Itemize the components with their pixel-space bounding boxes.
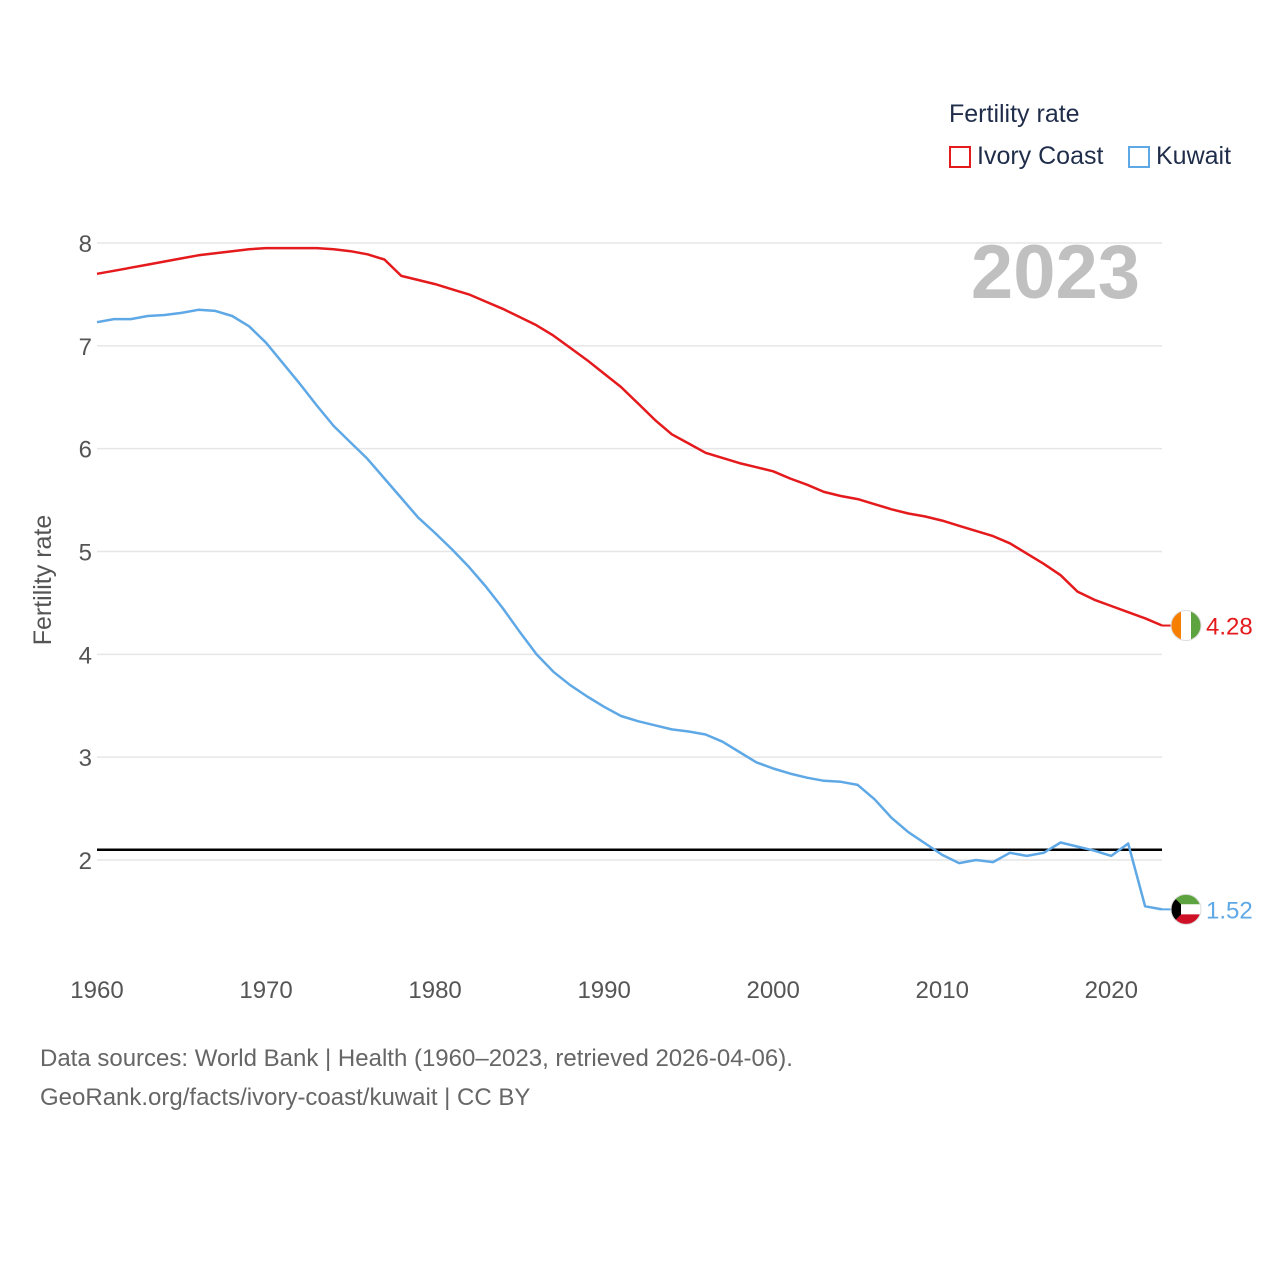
source-line-1: Data sources: World Bank | Health (1960–… <box>40 1045 793 1072</box>
end-value-ivory-coast: 4.28 <box>1206 614 1253 641</box>
x-tick-label: 2020 <box>1085 977 1138 1004</box>
gridlines <box>97 242 1162 861</box>
y-tick-label: 8 <box>79 231 92 258</box>
y-tick-label: 5 <box>79 540 92 567</box>
x-tick-label: 2010 <box>916 977 969 1004</box>
y-tick-label: 7 <box>79 334 92 361</box>
x-tick-label: 1980 <box>408 977 461 1004</box>
flag-ivory-coast <box>1170 610 1202 642</box>
legend-label-kuwait: Kuwait <box>1156 142 1232 170</box>
y-axis-label: Fertility rate <box>29 515 57 646</box>
source-line-2[interactable]: GeoRank.org/facts/ivory-coast/kuwait | C… <box>40 1084 531 1111</box>
x-tick-label: 1960 <box>70 977 123 1004</box>
year-watermark: 2023 <box>971 230 1140 315</box>
x-tick-label: 2000 <box>746 977 799 1004</box>
y-tick-label: 3 <box>79 745 92 772</box>
series-line-kuwait <box>96 308 1163 911</box>
end-value-kuwait: 1.52 <box>1206 897 1253 924</box>
y-tick-label: 2 <box>79 848 92 875</box>
x-tick-label: 1970 <box>239 977 292 1004</box>
legend-title: Fertility rate <box>949 100 1080 128</box>
end-markers: 4.28 1.52 <box>1162 610 1253 925</box>
flag-kuwait <box>1170 893 1202 925</box>
y-tick-label: 6 <box>79 437 92 464</box>
legend-swatch-kuwait <box>1128 145 1150 168</box>
legend-label-ivory-coast: Ivory Coast <box>977 142 1104 170</box>
legend-item-ivory-coast[interactable]: Ivory Coast <box>949 142 1103 171</box>
legend-item-kuwait[interactable]: Kuwait <box>1128 142 1231 171</box>
y-axis-ticks: 2 3 4 5 6 7 8 <box>79 231 92 875</box>
series-line-ivory-coast <box>96 246 1163 627</box>
x-tick-label: 1990 <box>577 977 630 1004</box>
series-lines <box>96 246 1163 911</box>
x-axis-ticks: 1960 1970 1980 1990 2000 2010 2020 <box>70 977 1138 1004</box>
legend-swatch-ivory-coast <box>949 145 971 168</box>
y-tick-label: 4 <box>79 642 92 669</box>
